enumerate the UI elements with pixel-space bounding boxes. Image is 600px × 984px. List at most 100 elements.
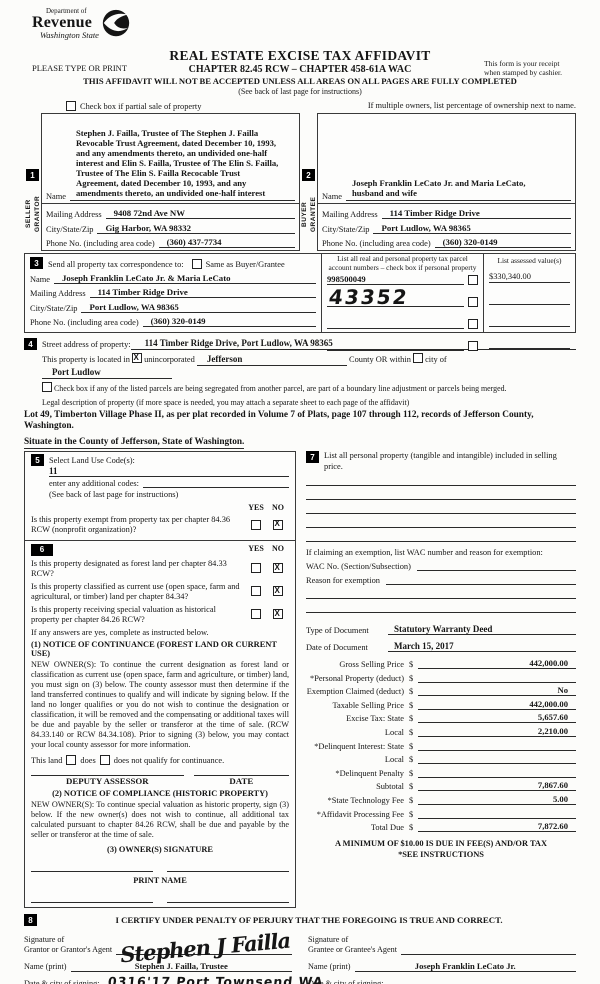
gross-selling-price-row: Gross Selling Price $442,000.00 [306,655,576,669]
exempt-yes-checkbox [251,519,261,530]
parcel-4-personal-checkbox [468,341,478,352]
buyer-grantee-side-label: BUYER GRANTEE [301,196,317,232]
owner-signature-line-1 [31,863,153,873]
seller-name-value: Stephen J. Failla, Trustee of The Stephe… [70,128,295,201]
subtotal-row: Subtotal $7,867.60 [306,778,576,792]
section-7-tab: 7 [306,451,319,464]
form-title: REAL ESTATE EXCISE TAX AFFIDAVIT [169,48,431,63]
forest-land-question: Is this property designated as forest la… [31,558,227,578]
tax-correspondence-section: 3 Send all property tax correspondence t… [24,253,576,352]
notice2-title: (2) NOTICE OF COMPLIANCE (HISTORIC PROPE… [52,789,268,799]
seller-mailing-label: Mailing Address [46,210,102,219]
additional-codes-line [143,487,289,489]
deputy-assessor-label: DEPUTY ASSESSOR [31,775,184,786]
affidavit-processing-fee-value [418,809,576,819]
assessed-value-4-line [489,338,570,349]
situate-line: Situate in the County of Jefferson, Stat… [24,436,245,450]
certify-statement: I CERTIFY UNDER PENALTY OF PERJURY THAT … [115,915,503,926]
parcel-number-1: 998500049 [327,274,464,286]
affidavit-processing-fee-row: *Affidavit Processing Fee $ [306,805,576,819]
seller-phone-value: (360) 437-7734 [158,237,295,248]
receipt-note: This form is your receipt when stamped b… [484,59,563,78]
buyer-city-value: Port Ludlow, WA 98365 [373,223,571,234]
section-4-tab: 4 [24,338,37,350]
parcel-number-3-line [327,318,464,330]
title-block: REAL ESTATE EXCISE TAX AFFIDAVIT CHAPTER… [60,48,540,96]
exempt-no-checkbox [273,519,283,530]
seller-mailing-value: 9408 72nd Ave NW [105,208,295,219]
partial-sale-label: Check box if partial sale of property [80,101,202,111]
partial-sale-checkbox [66,101,76,111]
minimum-due-note: A MINIMUM OF $10.00 IS DUE IN FEE(S) AND… [334,839,548,849]
unincorporated-checkbox [132,353,143,363]
parcel-numbers-header: List all real and personal property tax … [328,254,477,272]
owners-signature-label: (3) OWNER(S) SIGNATURE [107,845,213,855]
street-address-label: Street address of property: [42,339,131,349]
grantee-signature-label: Signature of Grantee or Grantee's Agent [308,935,397,955]
logo-dept-of: Department of [46,7,87,15]
print-name-label: PRINT NAME [133,876,187,886]
date-of-document-label: Date of Document [306,643,368,653]
forest-no-checkbox [273,563,283,574]
seller-name-label: Name [46,191,66,201]
corr-mailing-label: Mailing Address [30,289,86,298]
historical-question: Is this property receiving special valua… [31,604,216,624]
additional-codes-label: enter any additional codes: [49,479,139,489]
subtotal-value: 7,867.60 [418,780,576,792]
section5-no-header: NO [272,503,284,513]
section6-yes-header: YES [248,543,264,553]
section-5-tab: 5 [31,454,44,467]
historical-no-checkbox [273,609,283,620]
personal-property-line-3 [306,500,576,515]
total-due-row: Total Due $7,872.60 [306,819,576,833]
parcel-number-2-handwritten: 43352 [327,285,411,310]
current-use-no-checkbox [273,586,283,597]
section-8-tab: 8 [24,914,37,927]
parties-section: 1 SELLER GRANTOR Name Stephen J. Failla,… [24,113,576,251]
buyer-name-value: Joseph Franklin LeCato Jr. and Maria LeC… [346,178,571,201]
buyer-mailing-label: Mailing Address [322,210,378,219]
land-use-label: Select Land Use Code(s): [49,455,135,465]
delinquent-penalty-value [418,768,576,778]
county-value: Jefferson [196,353,347,367]
personal-property-line-4 [306,514,576,529]
reason-exemption-line [385,584,576,586]
notice1-title: (1) NOTICE OF CONTINUANCE (FOREST LAND O… [31,640,277,659]
buyer-phone-label: Phone No. (including area code) [322,239,431,248]
grantor-signature-block: Signature of Grantor or Grantor's Agent … [24,928,324,984]
section-6-tab: 6 [31,543,53,556]
form-subtitle: CHAPTER 82.45 RCW – CHAPTER 458-61A WAC [188,64,412,76]
delinquent-interest-state-value [418,741,576,751]
grantee-name-print-label: Name (print) [308,962,351,972]
gross-selling-price-value: 442,000.00 [418,658,576,669]
seller-city-label: City/State/Zip [46,224,94,234]
historical-yes-checkbox [251,609,261,620]
print-name-line-2 [167,894,289,904]
current-use-question: Is this property classified as current u… [31,581,240,601]
delinquent-interest-state-row: *Delinquent Interest: State $ [306,737,576,751]
corr-mailing-value: 114 Timber Ridge Drive [89,287,316,298]
county-or-label: County OR within [349,355,411,364]
city-of-checkbox [412,353,423,363]
corr-name-label: Name [30,274,50,284]
state-technology-fee-value: 5.00 [418,794,576,805]
print-name-line-1 [31,894,153,904]
legal-description-label: Legal description of property (if more s… [42,397,410,407]
continuance-section: 6 YES NO Is this property designated as … [25,541,295,907]
excise-tax-state-row: Excise Tax: State $5,657.60 [306,710,576,724]
section5-see-back: (See back of last page for instructions) [49,490,179,500]
delinquent-interest-local-row: Local $ [306,751,576,765]
city-of-label: city of [425,355,447,364]
exemption-claim-label: If claiming an exemption, list WAC numbe… [306,548,543,558]
buyer-mailing-value: 114 Timber Ridge Drive [381,208,571,219]
parcel-1-personal-checkbox [468,275,478,286]
please-type-or-print: PLEASE TYPE OR PRINT [32,63,128,73]
excise-tax-local-value: 2,210.00 [418,726,576,737]
see-back-note: (See back of last page for instructions) [238,86,362,96]
unincorporated-label: unincorporated [144,355,195,364]
owner-signature-line-2 [167,863,289,873]
if-yes-note: If any answers are yes, complete as inst… [31,628,209,638]
personal-property-line-1 [306,472,576,487]
exemption-claimed-value: No [418,685,576,697]
taxable-selling-price-row: Taxable Selling Price $442,000.00 [306,696,576,710]
